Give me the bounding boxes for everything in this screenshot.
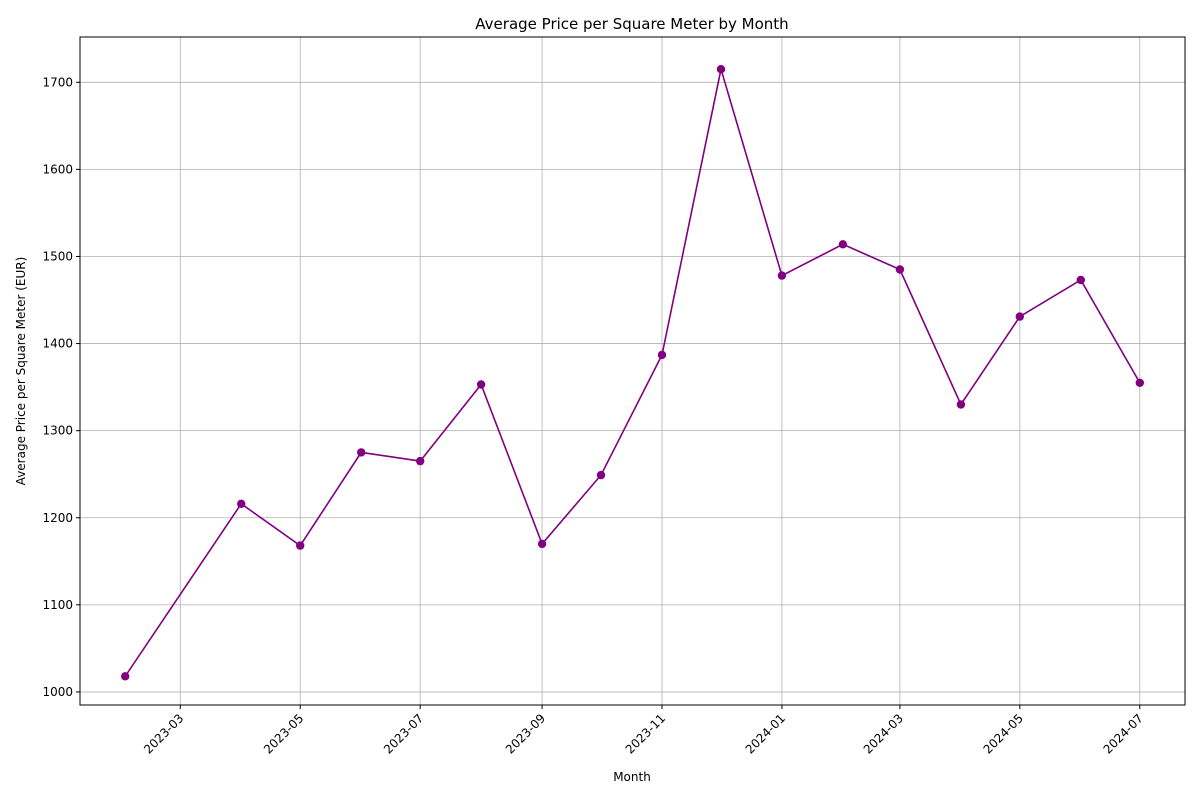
data-point [357,448,366,457]
x-tick-label: 2024-01 [743,711,788,756]
data-point [838,240,848,249]
data-point [121,672,130,681]
data-point [1015,312,1024,321]
data-point [237,499,246,508]
chart-title: Average Price per Square Meter by Month [475,15,788,33]
data-point [596,470,606,480]
data-point [716,65,726,74]
data-point [777,271,787,280]
data-point [1135,378,1145,387]
x-tick-label: 2023-05 [261,711,306,756]
data-point [416,456,425,466]
y-tick-label: 1300 [42,424,73,438]
grid [80,37,1185,705]
x-tick-label: 2024-07 [1101,711,1146,756]
y-tick-label: 1000 [42,685,73,699]
x-tick-label: 2023-03 [141,711,186,756]
series-line [124,68,1141,677]
x-tick-label: 2023-07 [381,711,426,756]
data-point [657,350,667,360]
y-tick-label: 1500 [42,249,73,263]
y-axis-label: Average Price per Square Meter (EUR) [14,257,28,486]
axes: 1000 1100 1200 1300 1400 1500 1600 1700 2023-03 2… [42,75,1145,756]
data-point [1076,275,1086,285]
y-tick-label: 1600 [42,162,73,176]
data-point [956,400,966,409]
y-tick-label: 1200 [42,511,73,525]
y-tick-label: 1700 [42,75,73,89]
x-tick-label: 2023-11 [623,711,668,756]
x-tick-label: 2024-03 [861,711,906,756]
plot-area [79,36,1186,706]
y-tick-label: 1400 [42,337,73,351]
x-tick-label: 2024-05 [981,711,1026,756]
x-axis-label: Month [613,770,651,784]
data-point [296,541,305,550]
series-layer [121,65,1145,681]
x-tick-label: 2023-09 [503,711,548,756]
y-tick-label: 1100 [42,598,73,612]
data-point [895,265,905,274]
data-point [476,380,486,389]
data-point [537,539,547,549]
